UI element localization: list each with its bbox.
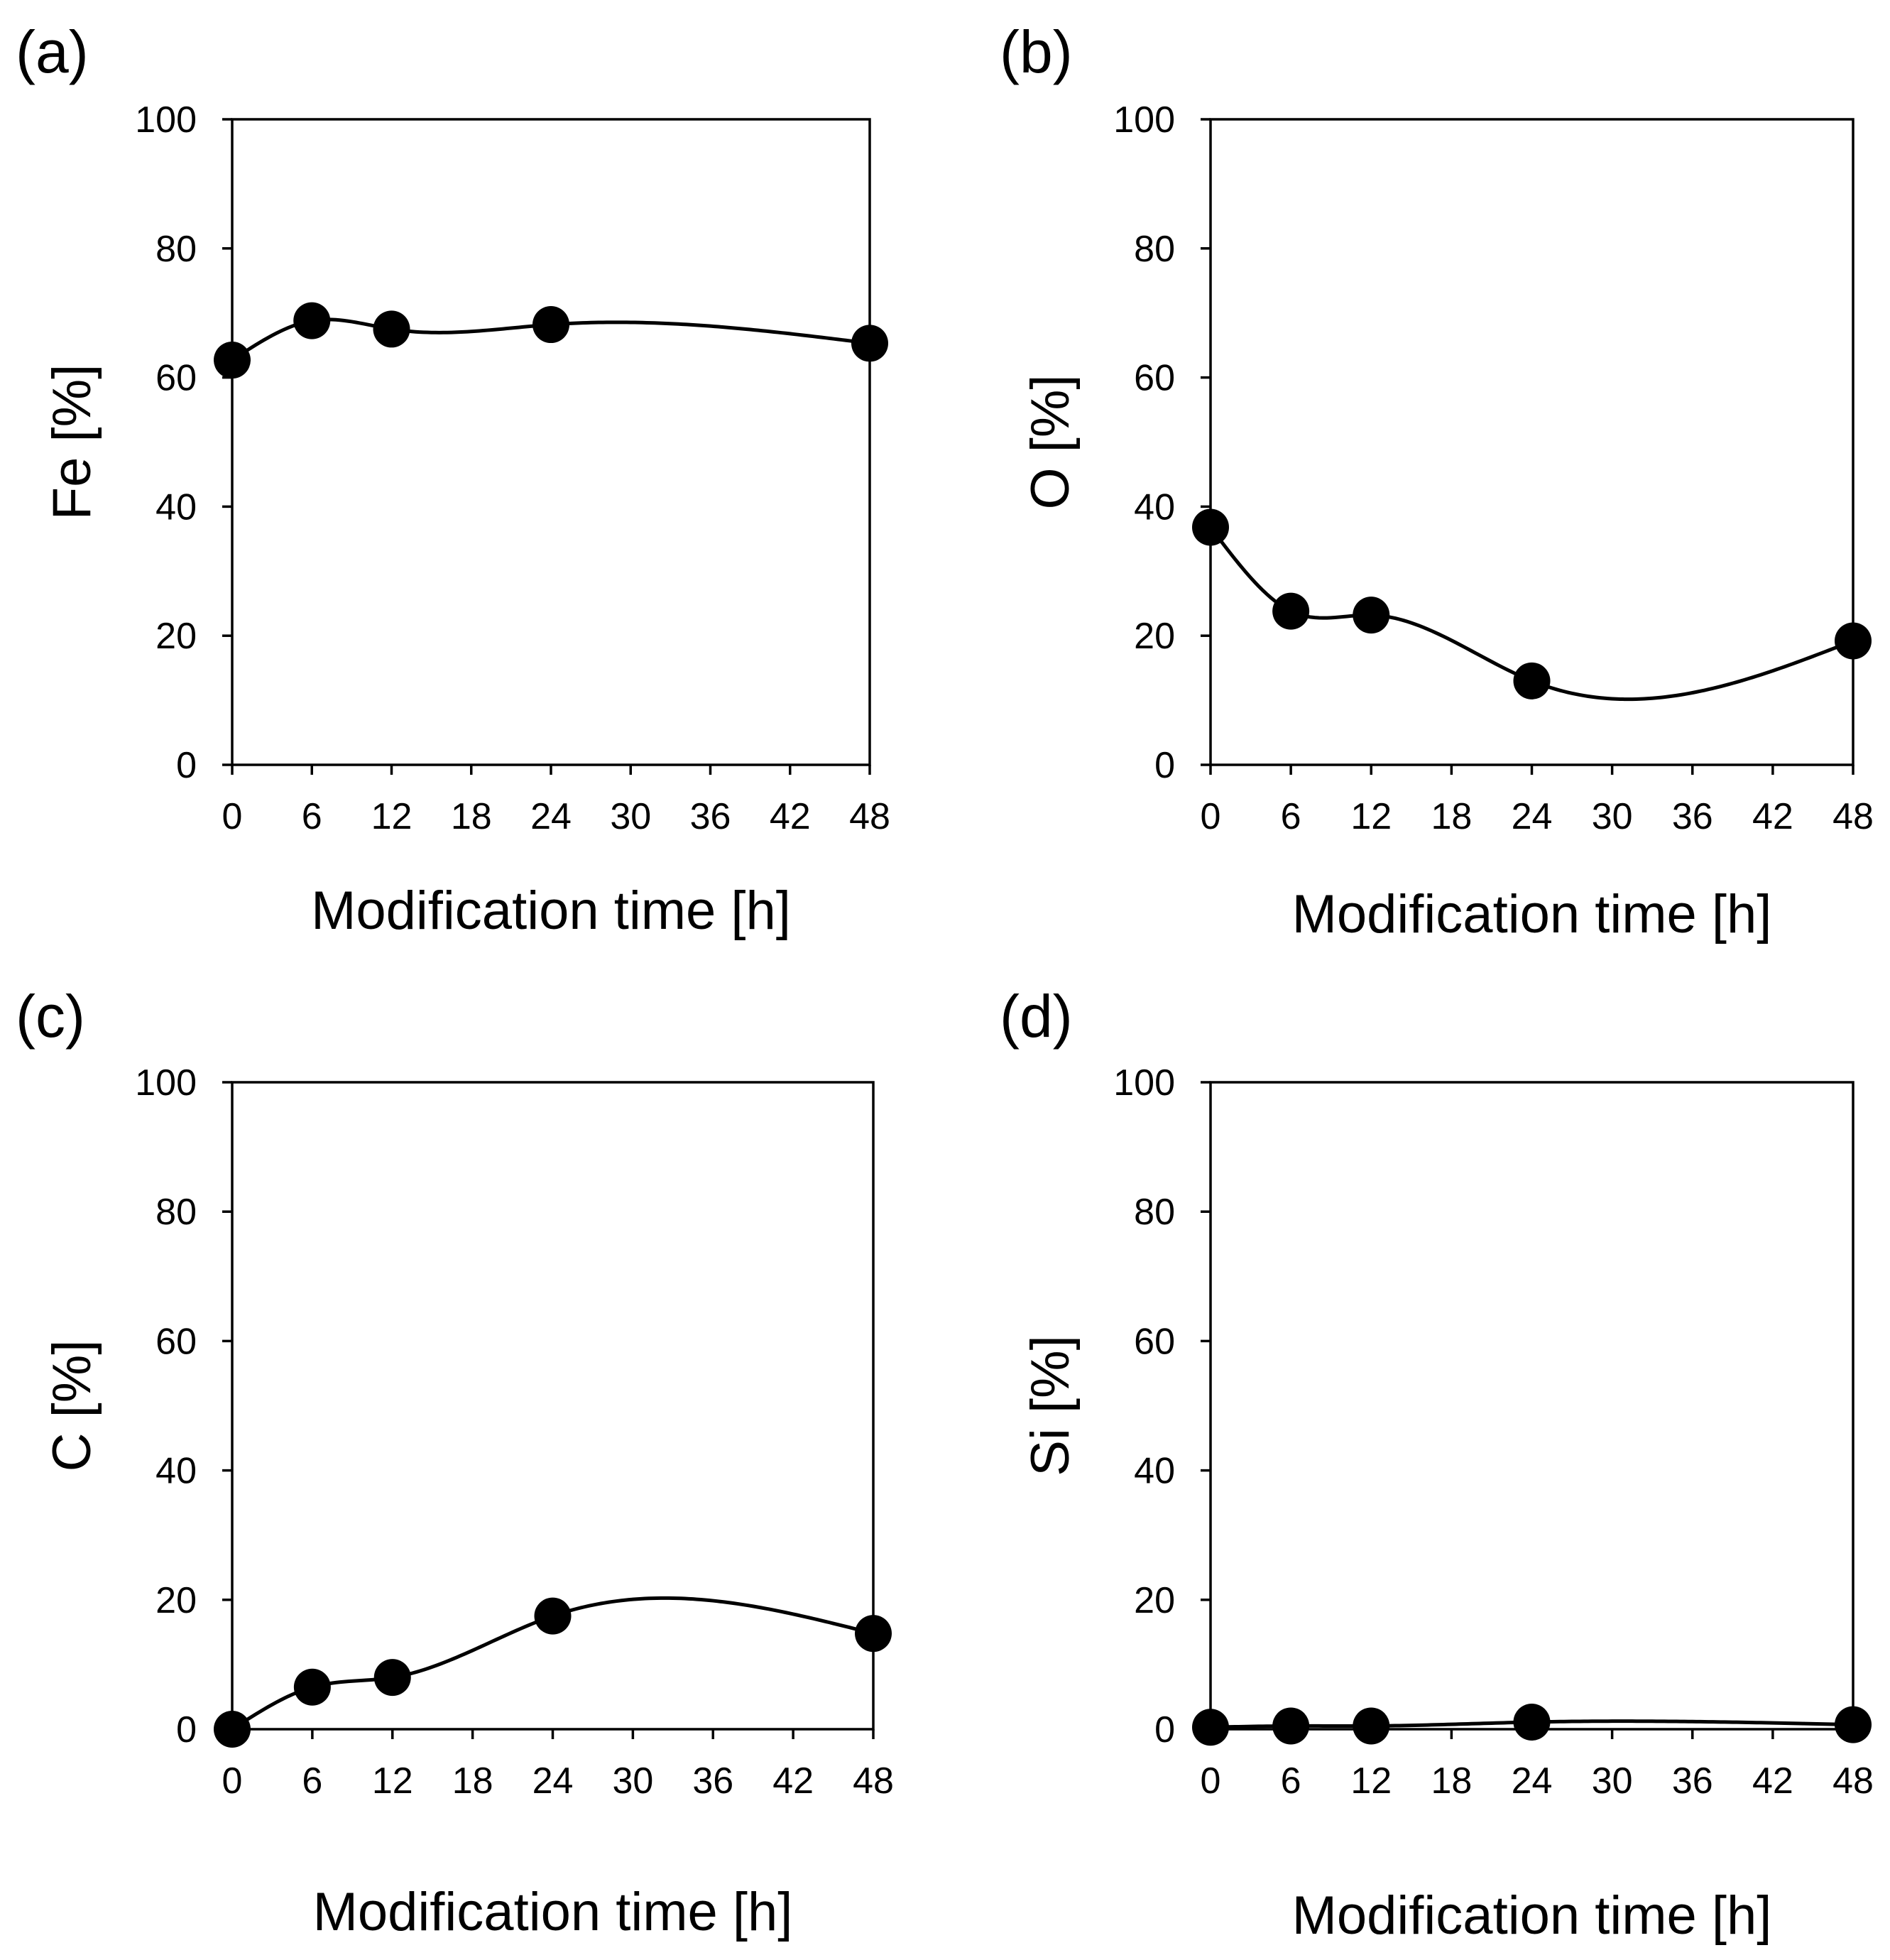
y-tick-label: 100 — [1113, 99, 1175, 141]
x-tick-label: 48 — [1832, 1760, 1874, 1802]
x-axis-label: Modification time [h] — [313, 1882, 793, 1942]
data-point — [1192, 508, 1229, 546]
y-tick-label: 0 — [176, 1709, 197, 1751]
x-tick-label: 30 — [1592, 796, 1633, 837]
data-point — [373, 310, 410, 348]
x-tick-label: 12 — [371, 796, 413, 837]
x-tick-label: 48 — [853, 1760, 894, 1802]
data-point — [214, 1711, 251, 1748]
data-point — [214, 342, 251, 379]
y-axis-label: Si [%] — [1020, 1335, 1081, 1476]
x-tick-label: 42 — [1752, 796, 1793, 837]
y-axis-label: C [%] — [42, 1340, 102, 1472]
x-tick-label: 6 — [302, 1760, 322, 1802]
data-point — [1272, 1707, 1310, 1745]
x-tick-label: 0 — [1201, 796, 1221, 837]
x-tick-label: 30 — [1592, 1760, 1633, 1802]
y-tick-label: 0 — [1154, 1709, 1175, 1751]
data-point — [1513, 1703, 1551, 1741]
data-point — [293, 1668, 331, 1706]
x-tick-label: 0 — [222, 1760, 243, 1802]
data-point — [532, 306, 569, 344]
data-point — [373, 1659, 411, 1697]
chart-panel-d: (d) 0 20 40 60 80 100 0 6 12 18 24 30 36 42 48 Modificat… — [1000, 983, 1874, 1946]
x-tick-label: 0 — [1201, 1760, 1221, 1802]
data-point — [1835, 1706, 1872, 1743]
panel-label: (a) — [16, 18, 89, 85]
panel-label: (c) — [16, 983, 85, 1050]
x-tick-label: 18 — [452, 1760, 493, 1802]
x-tick-label: 6 — [1281, 796, 1301, 837]
x-tick-label: 6 — [1281, 1760, 1301, 1802]
x-tick-label: 48 — [849, 796, 890, 837]
x-tick-label: 18 — [1431, 1760, 1472, 1802]
x-tick-label: 0 — [222, 796, 243, 837]
chart-panel-c: (c) 0 20 40 60 80 100 0 6 12 18 24 30 36 42 48 Modificat… — [16, 983, 894, 1942]
y-tick-label: 100 — [135, 99, 197, 141]
x-tick-label: 42 — [770, 796, 811, 837]
y-tick-label: 60 — [155, 358, 197, 399]
data-point — [855, 1615, 892, 1653]
x-tick-label: 12 — [1350, 796, 1392, 837]
data-point — [534, 1597, 572, 1635]
data-point — [1272, 592, 1310, 630]
data-point — [851, 325, 888, 362]
x-axis-label: Modification time [h] — [311, 881, 791, 941]
x-tick-label: 42 — [1752, 1760, 1793, 1802]
y-tick-label: 80 — [155, 1192, 197, 1233]
y-tick-label: 0 — [176, 745, 197, 786]
x-tick-label: 36 — [1672, 796, 1713, 837]
y-tick-label: 0 — [1154, 745, 1175, 786]
y-tick-label: 20 — [155, 1580, 197, 1621]
x-tick-label: 24 — [1512, 1760, 1553, 1802]
data-point — [1192, 1709, 1229, 1746]
data-point — [1835, 622, 1872, 660]
x-tick-label: 30 — [610, 796, 651, 837]
chart-panel-b: (b) 0 20 40 60 80 100 0 6 12 18 24 30 36 42 48 Modificat… — [1000, 18, 1874, 944]
y-tick-label: 20 — [1134, 616, 1175, 657]
y-tick-label: 40 — [1134, 1451, 1175, 1492]
x-tick-label: 6 — [302, 796, 322, 837]
data-point — [1513, 662, 1551, 699]
x-tick-label: 24 — [530, 796, 572, 837]
x-tick-label: 12 — [372, 1760, 413, 1802]
x-tick-label: 36 — [1672, 1760, 1713, 1802]
y-tick-label: 40 — [155, 1451, 197, 1492]
x-axis-label: Modification time [h] — [1292, 884, 1772, 944]
y-tick-label: 20 — [155, 616, 197, 657]
y-tick-label: 100 — [1113, 1062, 1175, 1104]
y-tick-label: 60 — [155, 1321, 197, 1362]
x-tick-label: 24 — [532, 1760, 574, 1802]
y-axis-label: O [%] — [1020, 374, 1081, 509]
x-tick-label: 24 — [1512, 796, 1553, 837]
data-point — [1353, 1707, 1390, 1745]
data-point — [1353, 597, 1390, 634]
x-tick-label: 48 — [1832, 796, 1874, 837]
x-tick-label: 12 — [1350, 1760, 1392, 1802]
x-axis-label: Modification time [h] — [1292, 1885, 1772, 1946]
y-tick-label: 80 — [1134, 229, 1175, 270]
y-tick-label: 100 — [135, 1062, 197, 1104]
x-tick-label: 36 — [690, 796, 731, 837]
y-tick-label: 40 — [1134, 486, 1175, 528]
x-tick-label: 18 — [451, 796, 492, 837]
y-tick-label: 60 — [1134, 358, 1175, 399]
x-tick-label: 36 — [692, 1760, 733, 1802]
data-point — [293, 302, 331, 339]
y-tick-label: 20 — [1134, 1580, 1175, 1621]
y-tick-label: 40 — [155, 486, 197, 528]
y-tick-label: 60 — [1134, 1321, 1175, 1362]
x-tick-label: 18 — [1431, 796, 1472, 837]
panel-label: (d) — [1000, 983, 1073, 1050]
y-axis-label: Fe [%] — [42, 364, 102, 521]
x-tick-label: 30 — [612, 1760, 653, 1802]
panel-label: (b) — [1000, 18, 1073, 85]
x-tick-label: 42 — [772, 1760, 814, 1802]
y-tick-label: 80 — [1134, 1192, 1175, 1233]
y-tick-label: 80 — [155, 229, 197, 270]
chart-panel-a: (a) 0 20 40 60 80 100 0 6 12 18 24 30 36 42 48 Modificat… — [16, 18, 890, 941]
